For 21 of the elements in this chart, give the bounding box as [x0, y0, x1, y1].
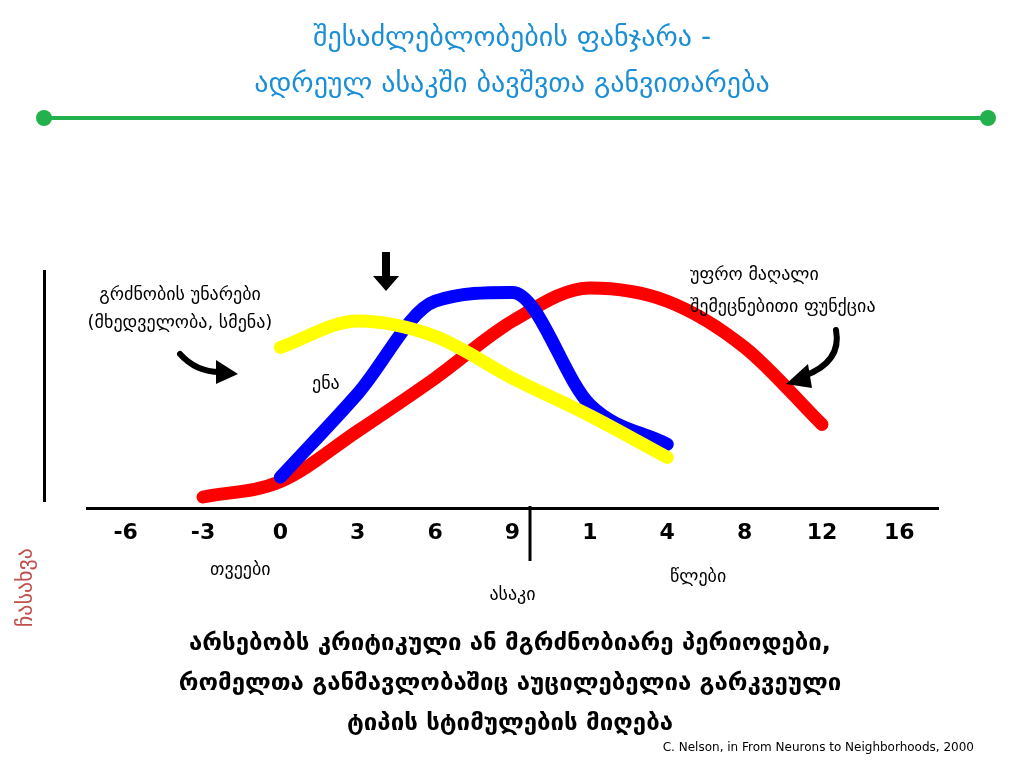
x-axis-title: ასაკი — [489, 582, 536, 604]
series-label: ენა — [312, 372, 340, 393]
x-tick-label: 6 — [427, 518, 443, 544]
x-tick-label: -6 — [113, 518, 138, 544]
text: C. Nelson, in From Neurons to Neighborhoods, 2000 — [662, 740, 974, 754]
series-label: უფრო მაღალი შემეცნებითი ფუნქცია — [690, 262, 876, 318]
series-label: გრძნობის უნარები (მხედველობა, სმენა) — [86, 282, 274, 334]
text: თვეები — [210, 558, 271, 579]
x-tick-label: 4 — [659, 518, 675, 544]
text: ჩასახვა — [12, 548, 37, 628]
x-tick-label: -3 — [190, 518, 216, 544]
text: არსებობს კრიტიკული ან მგრძნობიარე პერიოდები, რომელთა განმავლობაშიც აუცილებელია გარკვეული ტიპის სტიმულების მიღება — [178, 628, 842, 736]
x-tick-label: 0 — [272, 518, 289, 544]
x-tick-label: 9 — [504, 518, 521, 544]
x-tick-label: 3 — [350, 518, 366, 544]
text: წლები — [670, 565, 727, 586]
x-tick-label: 1 — [582, 518, 598, 544]
chart-title: შესაძლებლობების ფანჯარა - ადრეულ ასაკში ბავშვთა განვითარება — [253, 19, 771, 101]
x-tick-label: 12 — [806, 518, 838, 544]
x-tick-label: 16 — [884, 518, 915, 544]
x-tick-label: 8 — [736, 518, 753, 544]
